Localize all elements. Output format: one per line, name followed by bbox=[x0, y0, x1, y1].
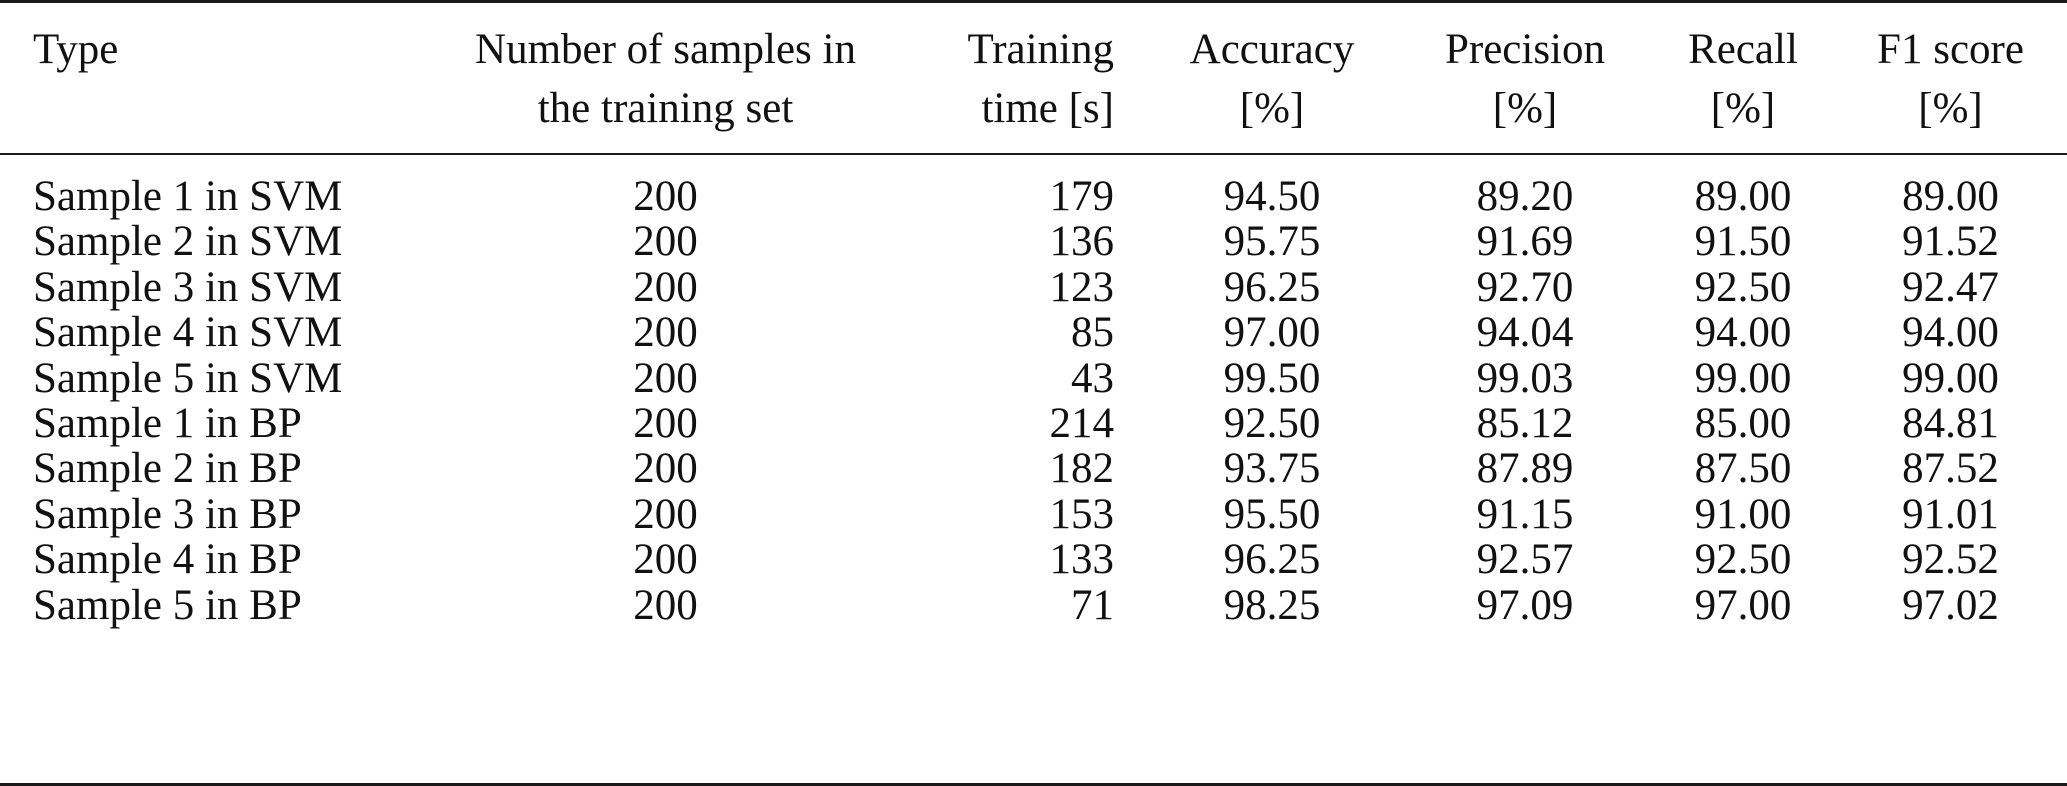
header-rule bbox=[0, 153, 2067, 155]
header-samples: Number of samples in the training set bbox=[448, 20, 883, 138]
cell-training-time: 85 bbox=[1071, 309, 1114, 357]
cell-samples: 200 bbox=[633, 581, 698, 629]
header-precision-line: Precision bbox=[1444, 26, 1606, 73]
cell-precision: 89.20 bbox=[1476, 173, 1574, 220]
cell-type: Sample 4 in SVM bbox=[33, 309, 343, 357]
cell-recall: 91.00 bbox=[1694, 490, 1792, 538]
cell-type: Sample 3 in BP bbox=[33, 490, 302, 538]
cell-samples: 200 bbox=[633, 536, 698, 584]
cell-training-time: 123 bbox=[1049, 263, 1115, 311]
cell-samples: 200 bbox=[633, 263, 698, 311]
cell-f1-score: 84.81 bbox=[1902, 400, 1999, 447]
header-accuracy-line: Accuracy bbox=[1189, 26, 1355, 73]
cell-samples: 200 bbox=[633, 490, 698, 538]
cell-recall: 87.50 bbox=[1694, 445, 1792, 493]
cell-precision: 92.70 bbox=[1476, 263, 1574, 311]
header-precision: Precision [%] bbox=[1420, 20, 1630, 138]
cell-training-time: 182 bbox=[1049, 445, 1115, 493]
cell-f1-score: 89.00 bbox=[1902, 173, 1999, 220]
header-f1-score-line: F1 score bbox=[1877, 26, 2024, 73]
cell-type: Sample 5 in SVM bbox=[33, 354, 343, 402]
cell-type: Sample 1 in SVM bbox=[33, 173, 343, 220]
header-samples-line: the training set bbox=[537, 85, 794, 132]
cell-f1-score: 92.52 bbox=[1902, 536, 1999, 584]
cell-training-time: 133 bbox=[1049, 536, 1115, 584]
cell-precision: 92.57 bbox=[1476, 536, 1574, 584]
header-training-time: Training time [s] bbox=[900, 20, 1114, 138]
header-recall-line: [%] bbox=[1710, 85, 1776, 132]
cell-training-time: 136 bbox=[1049, 218, 1115, 266]
cell-accuracy: 93.75 bbox=[1223, 445, 1321, 493]
cell-f1-score: 91.01 bbox=[1902, 490, 1999, 538]
cell-f1-score: 99.00 bbox=[1902, 354, 1999, 402]
header-f1-score-line: [%] bbox=[1918, 85, 1983, 132]
cell-f1-score: 92.47 bbox=[1902, 263, 1999, 311]
bottom-rule bbox=[0, 783, 2067, 786]
header-precision-line: [%] bbox=[1492, 85, 1558, 132]
cell-accuracy: 95.75 bbox=[1223, 218, 1321, 266]
top-rule bbox=[0, 0, 2067, 3]
cell-samples: 200 bbox=[633, 218, 698, 266]
cell-recall: 97.00 bbox=[1694, 581, 1792, 629]
cell-recall: 89.00 bbox=[1694, 173, 1792, 220]
header-type: Type bbox=[33, 20, 118, 79]
cell-recall: 92.50 bbox=[1694, 536, 1792, 584]
cell-f1-score: 94.00 bbox=[1902, 309, 1999, 357]
cell-samples: 200 bbox=[633, 173, 698, 220]
cell-accuracy: 94.50 bbox=[1223, 173, 1321, 220]
cell-accuracy: 97.00 bbox=[1223, 309, 1321, 357]
header-accuracy-line: [%] bbox=[1239, 85, 1305, 132]
cell-f1-score: 97.02 bbox=[1902, 581, 1999, 629]
cell-samples: 200 bbox=[633, 354, 698, 402]
cell-accuracy: 95.50 bbox=[1223, 490, 1321, 538]
cell-recall: 92.50 bbox=[1694, 263, 1792, 311]
cell-recall: 85.00 bbox=[1694, 400, 1792, 447]
cell-training-time: 214 bbox=[1049, 400, 1115, 447]
header-training-time-line: time [s] bbox=[981, 85, 1114, 132]
cell-type: Sample 3 in SVM bbox=[33, 263, 343, 311]
cell-precision: 85.12 bbox=[1476, 400, 1574, 447]
header-type-line: Type bbox=[33, 26, 119, 73]
header-f1-score: F1 score [%] bbox=[1853, 20, 2048, 138]
cell-accuracy: 96.25 bbox=[1223, 536, 1321, 584]
cell-type: Sample 2 in SVM bbox=[33, 218, 343, 266]
cell-recall: 91.50 bbox=[1694, 218, 1792, 266]
header-recall: Recall [%] bbox=[1653, 20, 1833, 138]
cell-recall: 94.00 bbox=[1694, 309, 1792, 357]
cell-accuracy: 96.25 bbox=[1223, 263, 1321, 311]
cell-training-time: 71 bbox=[1071, 581, 1114, 629]
cell-training-time: 43 bbox=[1071, 354, 1114, 402]
cell-precision: 87.89 bbox=[1476, 445, 1574, 493]
cell-type: Sample 5 in BP bbox=[33, 581, 302, 629]
cell-type: Sample 1 in BP bbox=[33, 400, 302, 447]
header-samples-line: Number of samples in bbox=[475, 26, 856, 73]
cell-recall: 99.00 bbox=[1694, 354, 1792, 402]
cell-training-time: 153 bbox=[1049, 490, 1115, 538]
cell-precision: 91.69 bbox=[1476, 218, 1574, 266]
cell-accuracy: 98.25 bbox=[1223, 581, 1321, 629]
cell-samples: 200 bbox=[633, 445, 698, 493]
cell-type: Sample 2 in BP bbox=[33, 445, 302, 493]
cell-samples: 200 bbox=[633, 309, 698, 357]
cell-f1-score: 87.52 bbox=[1902, 445, 1999, 493]
cell-precision: 97.09 bbox=[1476, 581, 1574, 629]
cell-precision: 94.04 bbox=[1476, 309, 1574, 357]
cell-precision: 99.03 bbox=[1476, 354, 1574, 402]
header-accuracy: Accuracy [%] bbox=[1167, 20, 1377, 138]
cell-accuracy: 99.50 bbox=[1223, 354, 1321, 402]
cell-precision: 91.15 bbox=[1476, 490, 1574, 538]
cell-samples: 200 bbox=[633, 400, 698, 447]
cell-f1-score: 91.52 bbox=[1902, 218, 1999, 266]
header-training-time-line: Training bbox=[967, 26, 1114, 73]
header-recall-line: Recall bbox=[1688, 26, 1798, 73]
cell-training-time: 179 bbox=[1049, 173, 1115, 220]
cell-accuracy: 92.50 bbox=[1223, 400, 1321, 447]
cell-type: Sample 4 in BP bbox=[33, 536, 302, 584]
